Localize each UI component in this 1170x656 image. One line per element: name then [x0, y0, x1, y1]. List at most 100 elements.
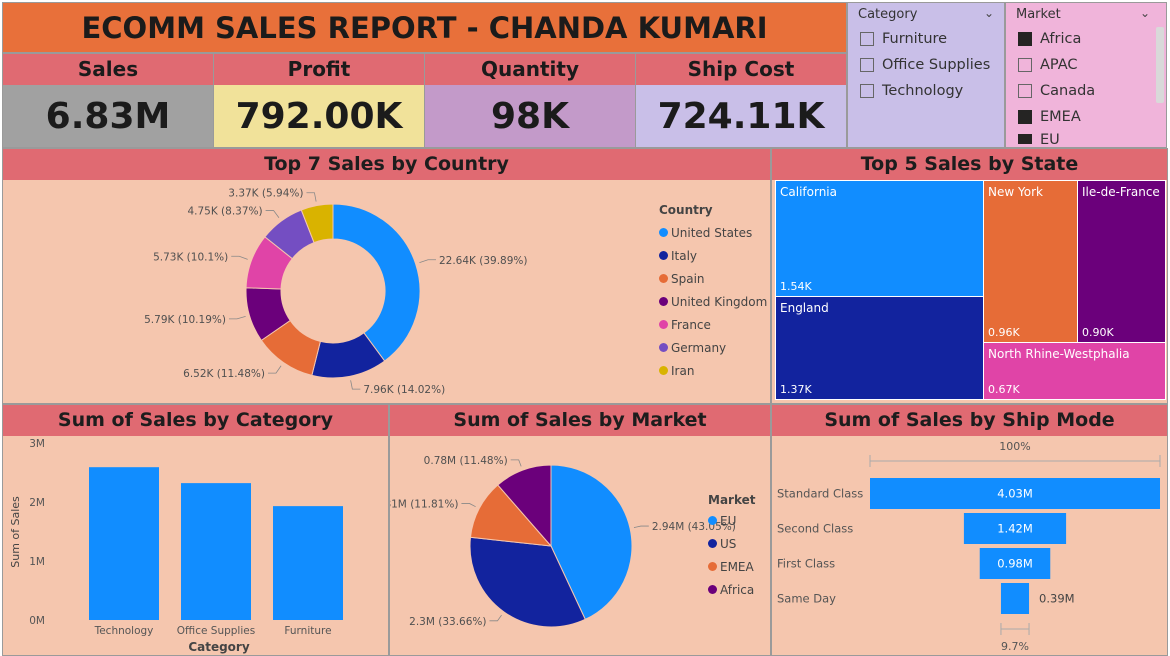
slicer-item-eu[interactable]: EU	[1006, 130, 1166, 144]
slicer-item-label: EU	[1040, 132, 1060, 144]
category-slicer-header[interactable]: Category ⌄	[848, 3, 1004, 26]
bar-office-supplies[interactable]	[181, 483, 251, 620]
checkbox-checked[interactable]	[1018, 32, 1032, 46]
slicer-item-technology[interactable]: Technology	[848, 78, 1004, 104]
leader-line	[350, 380, 361, 390]
chevron-down-icon[interactable]: ⌄	[983, 6, 994, 20]
slicer-item-emea[interactable]: EMEA	[1006, 104, 1166, 130]
kpi-card-ship-cost: Ship Cost 724.11K	[635, 53, 847, 148]
chevron-down-icon[interactable]: ⌄	[1139, 6, 1150, 20]
funnel-bar-same-day[interactable]	[1000, 583, 1030, 614]
legend-dot-icon	[708, 562, 717, 571]
checkbox[interactable]	[860, 84, 874, 98]
slicer-scrollbar[interactable]	[1156, 27, 1164, 103]
checkbox[interactable]	[1018, 58, 1032, 72]
legend-dot-icon	[708, 539, 717, 548]
legend-item-italy[interactable]: Italy	[659, 244, 767, 267]
legend-item-spain[interactable]: Spain	[659, 267, 767, 290]
leader-line	[265, 210, 280, 219]
legend-item-iran[interactable]: Iran	[659, 359, 767, 382]
treemap-tile-california[interactable]: California 1.54K	[775, 180, 984, 297]
leader-line	[306, 192, 317, 202]
legend-item-us[interactable]: US	[708, 532, 756, 555]
y-axis-title: Sum of Sales	[9, 496, 22, 568]
slicer-item-label: Technology	[882, 83, 964, 99]
legend-label: US	[720, 536, 737, 551]
market-pie-panel: Sum of Sales by Market 2.94M (43.05%) 2.3…	[389, 404, 771, 656]
panel-title: Sum of Sales by Category	[3, 405, 388, 436]
leader-line	[419, 259, 436, 263]
legend-item-eu[interactable]: EU	[708, 509, 756, 532]
x-axis-title: Category	[188, 640, 250, 654]
leader-line	[267, 365, 282, 374]
funnel-value-label: 0.98M	[997, 557, 1033, 571]
slicer-item-label: Africa	[1040, 31, 1082, 47]
y-tick-label: 0M	[29, 615, 45, 627]
legend-label: Iran	[671, 363, 695, 378]
x-tick-label: Furniture	[284, 625, 331, 637]
kpi-value: 98K	[425, 85, 635, 147]
slicer-item-label: APAC	[1040, 57, 1078, 73]
treemap-tile-new-york[interactable]: New York 0.96K	[983, 180, 1078, 343]
panel-title: Top 5 Sales by State	[772, 149, 1167, 180]
country-legend: Country United States Italy Spain United Ki…	[659, 203, 767, 382]
market-slicer-header[interactable]: Market ⌄	[1006, 3, 1166, 26]
tile-label: New York	[988, 185, 1043, 199]
slice-iran[interactable]	[300, 203, 334, 244]
slice-united-states[interactable]	[332, 203, 421, 362]
checkbox[interactable]	[1018, 84, 1032, 98]
checkbox[interactable]	[860, 58, 874, 72]
legend-label: Germany	[671, 340, 727, 355]
legend-item-united-kingdom[interactable]: United Kingdom	[659, 290, 767, 313]
slicer-item-canada[interactable]: Canada	[1006, 78, 1166, 104]
slice-eu[interactable]	[550, 464, 633, 621]
slicer-title: Category	[858, 7, 918, 22]
treemap-tile-north-rhine-westphalia[interactable]: North Rhine-Westphalia 0.67K	[983, 342, 1166, 400]
funnel-value-label: 1.42M	[997, 522, 1033, 536]
legend-dot-icon	[659, 343, 668, 352]
slicer-item-label: Canada	[1040, 83, 1096, 99]
slicer-item-apac[interactable]: APAC	[1006, 52, 1166, 78]
slicer-item-furniture[interactable]: Furniture	[848, 26, 1004, 52]
kpi-card-quantity: Quantity 98K	[424, 53, 636, 148]
legend-item-emea[interactable]: EMEA	[708, 555, 756, 578]
legend-title: Country	[659, 203, 713, 217]
x-tick-label: Technology	[94, 625, 154, 637]
slicer-item-office-supplies[interactable]: Office Supplies	[848, 52, 1004, 78]
legend-item-france[interactable]: France	[659, 313, 767, 336]
slicer-item-africa[interactable]: Africa	[1006, 26, 1166, 52]
slicer-item-label: Furniture	[882, 31, 948, 47]
checkbox-checked[interactable]	[1018, 134, 1032, 144]
market-slicer: Market ⌄ Africa APAC Canada EMEA EU	[1005, 2, 1167, 148]
legend-dot-icon	[659, 251, 668, 260]
bar-technology[interactable]	[89, 467, 159, 620]
funnel-bar-standard-class[interactable]	[870, 478, 1160, 509]
shipmode-funnel-chart: 100% Standard Class 4.03M Second Class 1.42M…	[777, 440, 1161, 653]
checkbox[interactable]	[860, 32, 874, 46]
leader-line	[461, 503, 476, 508]
treemap-tile-england[interactable]: England 1.37K	[775, 296, 984, 400]
bar-furniture[interactable]	[273, 506, 343, 620]
kpi-label: Ship Cost	[636, 54, 846, 85]
funnel-value-label: 4.03M	[997, 487, 1033, 501]
slice-us[interactable]	[469, 536, 586, 628]
funnel-bottom-bracket	[1000, 623, 1030, 635]
funnel-bar-first-class[interactable]	[979, 548, 1051, 579]
kpi-value: 6.83M	[3, 85, 213, 147]
slicer-item-label: Office Supplies	[882, 57, 991, 73]
legend-item-germany[interactable]: Germany	[659, 336, 767, 359]
funnel-bar-second-class[interactable]	[963, 513, 1067, 544]
kpi-value: 792.00K	[214, 85, 424, 147]
tile-value: 0.96K	[988, 326, 1020, 339]
treemap-tile-ile-de-france[interactable]: Ile-de-France 0.90K	[1077, 180, 1166, 343]
slice-africa[interactable]	[497, 464, 552, 548]
panel-title: Sum of Sales by Ship Mode	[772, 405, 1167, 436]
legend-item-united-states[interactable]: United States	[659, 221, 767, 244]
report-title: ECOMM SALES REPORT - CHANDA KUMARI	[2, 2, 847, 53]
data-label: 4.75K (8.37%)	[187, 206, 262, 218]
checkbox-checked[interactable]	[1018, 110, 1032, 124]
legend-item-africa[interactable]: Africa	[708, 578, 756, 601]
slicer-title: Market	[1016, 7, 1061, 22]
slice-emea[interactable]	[469, 484, 553, 547]
slicer-item-label: EMEA	[1040, 109, 1081, 125]
